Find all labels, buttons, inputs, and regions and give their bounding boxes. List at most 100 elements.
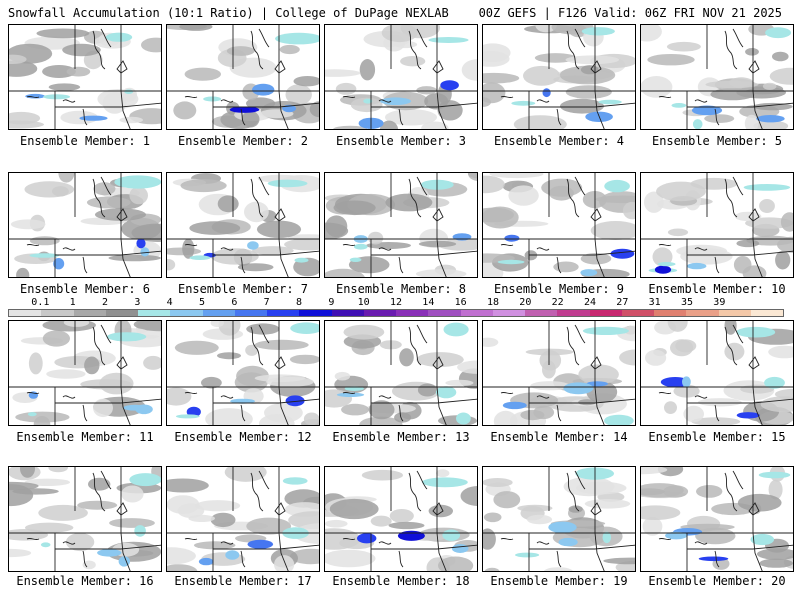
ensemble-member-label: Ensemble Member: 9: [493, 282, 625, 296]
legend-color-swatch: [299, 310, 332, 316]
legend-color-swatch: [170, 310, 203, 316]
legend-color-swatch: [686, 310, 719, 316]
ensemble-member-map: [8, 24, 162, 130]
legend-color-swatch: [73, 310, 106, 316]
legend-labels: 0.1 1 2 3 4 5 6 7 8 9 10 12 14 16 18 20 22 24 27 31 35 39: [8, 297, 784, 309]
snowfall-map: [167, 173, 319, 277]
legend-color-swatch: [363, 310, 396, 316]
ensemble-member-map: [166, 320, 320, 426]
ensemble-member-map: [640, 320, 794, 426]
snowfall-map: [641, 25, 793, 129]
run-info: 00Z GEFS | F126 Valid: 06Z FRI NOV 21 20…: [478, 6, 782, 20]
legend-color-swatch: [234, 310, 267, 316]
ensemble-member-label: Ensemble Member: 12: [174, 430, 312, 444]
legend-tick-label: 2: [101, 297, 109, 308]
legend-tick-label: 8: [295, 297, 303, 308]
snowfall-map: [483, 25, 635, 129]
legend-tick-label: 7: [263, 297, 270, 308]
ensemble-member-map: [166, 24, 320, 130]
legend-color-swatch: [525, 310, 558, 316]
legend-colorbar: [8, 309, 784, 317]
ensemble-member-map: [482, 320, 636, 426]
ensemble-member-map: [324, 24, 478, 130]
snowfall-map: [483, 321, 635, 425]
ensemble-member-label: Ensemble Member: 19: [490, 574, 628, 588]
legend-tick-label: 35: [680, 297, 694, 308]
ensemble-member-label: Ensemble Member: 11: [16, 430, 154, 444]
ensemble-member-label: Ensemble Member: 10: [648, 282, 786, 296]
ensemble-member-map: [324, 466, 478, 572]
snowfall-map: [325, 173, 477, 277]
ensemble-member-label: Ensemble Member: 17: [174, 574, 312, 588]
ensemble-member-label: Ensemble Member: 4: [493, 134, 625, 148]
legend-color-swatch: [41, 310, 74, 316]
legend-tick-label: 5: [198, 297, 206, 308]
ensemble-member-map: [8, 320, 162, 426]
ensemble-member-map: [482, 466, 636, 572]
ensemble-member-map: [324, 320, 478, 426]
legend-tick-label: 24: [583, 297, 597, 308]
ensemble-member-map: [482, 24, 636, 130]
snowfall-map: [167, 25, 319, 129]
snowfall-map: [641, 467, 793, 571]
snowfall-map: [325, 467, 477, 571]
ensemble-member-label: Ensemble Member: 15: [648, 430, 786, 444]
legend-color-swatch: [557, 310, 590, 316]
ensemble-member-label: Ensemble Member: 3: [335, 134, 467, 148]
map-title: Snowfall Accumulation (10:1 Ratio) | Col…: [8, 6, 449, 20]
ensemble-member-label: Ensemble Member: 2: [177, 134, 309, 148]
legend-color-swatch: [750, 310, 783, 316]
legend-color-swatch: [428, 310, 461, 316]
snowfall-map: [641, 173, 793, 277]
ensemble-member-label: Ensemble Member: 13: [332, 430, 470, 444]
snowfall-map: [167, 467, 319, 571]
ensemble-member-label: Ensemble Member: 6: [19, 282, 151, 296]
legend-color-swatch: [9, 310, 42, 316]
ensemble-member-map: [166, 466, 320, 572]
ensemble-member-map: [324, 172, 478, 278]
ensemble-member-map: [640, 24, 794, 130]
legend-tick-label: 20: [519, 297, 532, 308]
legend-tick-label: 3: [134, 297, 141, 308]
ensemble-member-map: [640, 172, 794, 278]
legend-tick-label: 14: [422, 297, 435, 308]
snowfall-map: [9, 467, 161, 571]
snowfall-map: [325, 25, 477, 129]
legend-color-swatch: [202, 310, 235, 316]
legend-color-swatch: [105, 310, 138, 316]
legend-tick-label: 1: [69, 297, 76, 308]
legend-color-swatch: [718, 310, 751, 316]
snowfall-map: [9, 321, 161, 425]
legend-tick-label: 0.1: [31, 297, 50, 308]
legend-tick-label: 12: [389, 297, 403, 308]
legend-tick-label: 39: [713, 297, 726, 308]
ensemble-member-label: Ensemble Member: 18: [332, 574, 470, 588]
snowfall-map: [641, 321, 793, 425]
legend-tick-label: 16: [454, 297, 467, 308]
legend-color-swatch: [331, 310, 364, 316]
ensemble-member-map: [166, 172, 320, 278]
legend-tick-label: 10: [357, 297, 370, 308]
ensemble-member-map: [640, 466, 794, 572]
ensemble-member-map: [8, 172, 162, 278]
ensemble-member-label: Ensemble Member: 14: [490, 430, 628, 444]
legend-color-swatch: [589, 310, 622, 316]
legend-tick-label: 27: [616, 297, 629, 308]
legend-tick-label: 6: [231, 297, 238, 308]
legend-color-swatch: [492, 310, 525, 316]
ensemble-member-label: Ensemble Member: 1: [19, 134, 151, 148]
legend-color-swatch: [460, 310, 493, 316]
legend-color-swatch: [138, 310, 171, 316]
snowfall-map: [483, 467, 635, 571]
snowfall-map: [325, 321, 477, 425]
ensemble-member-label: Ensemble Member: 5: [651, 134, 783, 148]
legend-color-swatch: [267, 310, 300, 316]
legend-color-swatch: [621, 310, 654, 316]
legend-tick-label: 9: [328, 297, 335, 308]
snowfall-map: [9, 173, 161, 277]
legend-tick-label: 18: [486, 297, 500, 308]
ensemble-member-label: Ensemble Member: 7: [177, 282, 309, 296]
legend-tick-label: 4: [166, 297, 173, 308]
ensemble-member-label: Ensemble Member: 20: [648, 574, 786, 588]
ensemble-member-map: [8, 466, 162, 572]
